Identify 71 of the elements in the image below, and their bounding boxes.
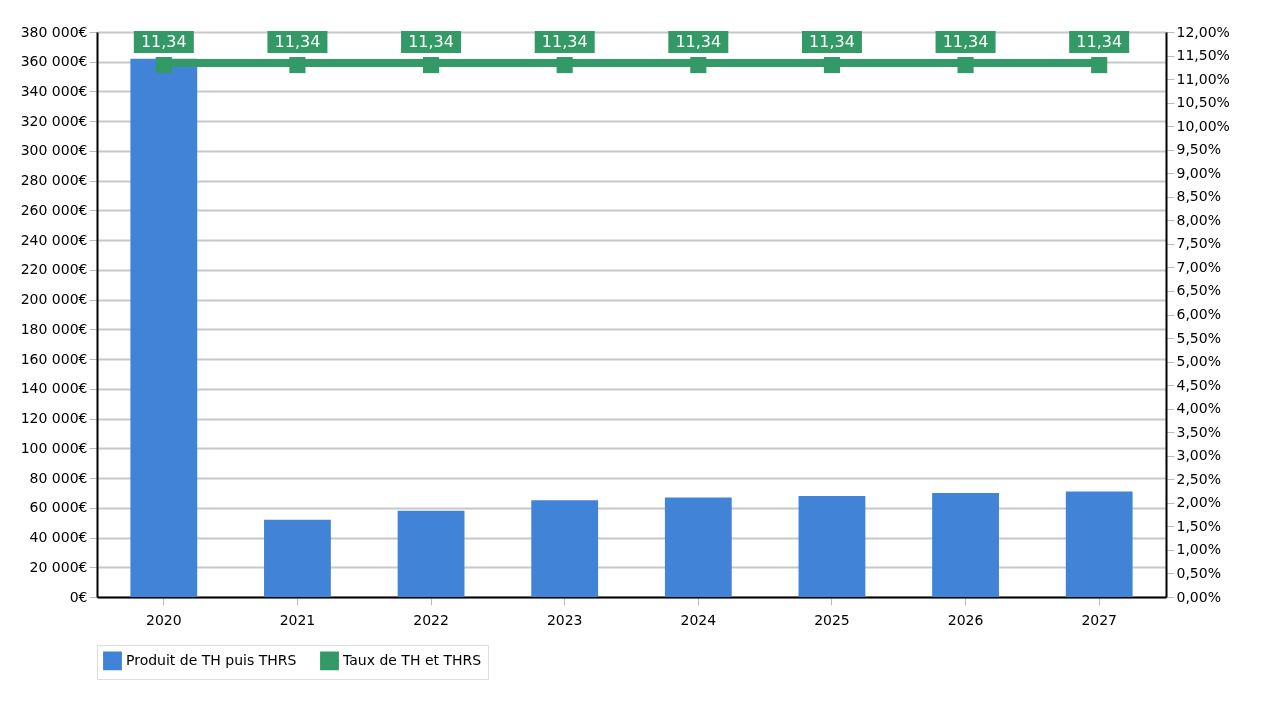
y-tick-label: 320 000€ [20,112,88,129]
y2-tick-label: 6,00% [1176,306,1221,322]
y2-tick-label: 10,50% [1176,94,1230,111]
y-tick-label: 260 000€ [20,201,88,218]
y2-tick-label: 0,50% [1176,564,1221,581]
data-label: 11,34 [675,32,722,52]
bar [397,510,465,597]
y-tick-label: 240 000€ [20,231,88,248]
x-tick-label: 2027 [1081,611,1118,628]
y2-tick-label: 2,00% [1176,494,1221,511]
y2-tick-label: 8,50% [1176,188,1221,205]
y-tick-label: 20 000€ [29,558,88,575]
bar [1065,491,1133,597]
y-tick-label: 140 000€ [20,380,88,397]
data-label: 11,34 [140,32,187,52]
x-tick-label: 2026 [947,611,984,628]
y2-tick-label: 0,00% [1176,588,1221,605]
x-tick-label: 2023 [546,611,583,628]
x-tick-label: 2020 [145,611,182,628]
y-tick-label: 180 000€ [20,320,88,337]
y-tick-label: 40 000€ [29,529,88,546]
y-tick-label: 120 000€ [20,410,88,427]
y-tick-label: 0€ [69,588,88,605]
x-tick-label: 2025 [814,611,850,628]
y-tick-label: 100 000€ [20,439,88,456]
y2-tick-label: 4,50% [1176,376,1221,393]
bar [798,495,866,597]
data-label: 11,34 [942,32,989,52]
bar [664,497,732,597]
y2-tick-label: 5,00% [1176,353,1221,370]
y2-tick-label: 6,50% [1176,282,1221,299]
bar [932,492,999,597]
y2-tick-label: 1,50% [1176,517,1221,534]
y-tick-label: 200 000€ [20,291,88,308]
bar [130,58,198,597]
y2-tick-label: 3,50% [1176,423,1221,440]
data-label: 11,34 [809,32,855,52]
y2-tick-label: 11,00% [1176,70,1230,87]
y2-tick-label: 2,50% [1176,470,1221,487]
legend-label: Taux de TH et THRS [342,651,482,668]
y2-tick-label: 5,50% [1176,329,1221,346]
y-tick-label: 380 000€ [20,23,88,40]
y-tick-label: 160 000€ [20,350,88,367]
y-tick-label: 300 000€ [20,142,88,159]
y-tick-label: 80 000€ [29,469,88,486]
data-label: 11,34 [541,32,588,52]
y-tick-label: 280 000€ [20,172,88,189]
bar [531,500,599,597]
y-tick-label: 340 000€ [20,82,88,99]
y-tick-label: 220 000€ [20,261,88,278]
y2-tick-label: 7,00% [1176,258,1221,275]
y2-tick-label: 11,50% [1176,47,1230,64]
y2-tick-label: 8,00% [1176,211,1221,228]
y2-tick-label: 9,50% [1176,141,1221,158]
x-tick-label: 2022 [413,611,449,628]
bar [264,519,331,597]
y2-tick-label: 9,00% [1176,164,1221,181]
x-tick-label: 2024 [680,611,717,628]
y-tick-label: 60 000€ [29,499,88,516]
y2-tick-label: 10,00% [1176,117,1230,134]
y2-tick-label: 3,00% [1176,447,1221,464]
data-label: 11,34 [274,32,321,52]
y2-tick-label: 12,00% [1176,23,1230,40]
y2-tick-label: 7,50% [1176,235,1221,252]
data-label: 11,34 [408,32,454,52]
x-tick-label: 2021 [279,611,316,628]
y-tick-label: 360 000€ [20,53,88,70]
data-label: 11,34 [1076,32,1123,52]
y2-tick-label: 1,00% [1176,541,1221,558]
legend-label: Produit de TH puis THRS [126,651,297,668]
y2-tick-label: 4,00% [1176,400,1221,417]
